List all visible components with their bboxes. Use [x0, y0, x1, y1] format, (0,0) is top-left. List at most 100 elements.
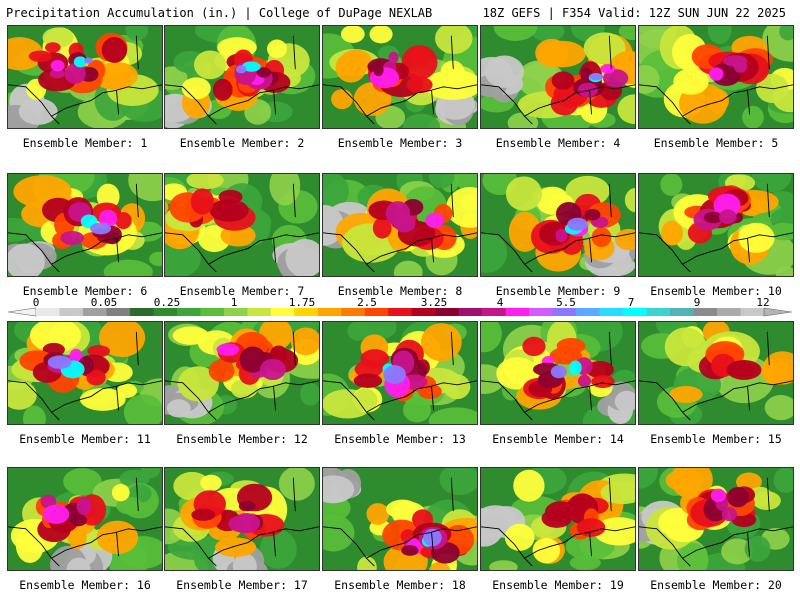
ensemble-member-label: Ensemble Member: 6 — [22, 284, 148, 298]
ensemble-member-panel — [164, 25, 320, 129]
colorbar-tick-label: 12 — [756, 296, 770, 309]
ensemble-member-label: Ensemble Member: 1 — [22, 136, 148, 150]
colorbar-segment — [106, 308, 131, 316]
ensemble-member-panel — [322, 321, 478, 425]
ensemble-member-label: Ensemble Member: 7 — [179, 284, 305, 298]
ensemble-member-label: Ensemble Member: 8 — [337, 284, 463, 298]
ensemble-member-panel — [322, 25, 478, 129]
ensemble-member-label: Ensemble Member: 3 — [337, 136, 463, 150]
ensemble-member-panel — [7, 467, 163, 571]
boundary-lines — [8, 477, 162, 567]
ensemble-member-panel — [322, 467, 478, 571]
boundary-lines — [165, 183, 319, 273]
boundary-lines — [481, 183, 635, 273]
boundary-lines — [323, 183, 477, 273]
precip-map — [165, 468, 319, 570]
colorbar-segment — [740, 308, 765, 316]
precip-map — [639, 468, 793, 570]
precip-map — [165, 26, 319, 128]
ensemble-member-label: Ensemble Member: 18 — [334, 578, 466, 592]
ensemble-member-panel — [7, 25, 163, 129]
ensemble-member-label: Ensemble Member: 20 — [650, 578, 782, 592]
ensemble-member-panel — [164, 467, 320, 571]
colorbar-segment — [247, 308, 272, 316]
colorbar-segment — [270, 308, 295, 316]
colorbar-segment — [82, 308, 107, 316]
boundary-lines — [8, 331, 162, 421]
colorbar-tick-label: 3.25 — [420, 296, 448, 309]
colorbar-segment — [364, 308, 389, 316]
colorbar-tick-label: 0 — [32, 296, 40, 309]
ensemble-member-panel — [638, 321, 794, 425]
ensemble-member-label: Ensemble Member: 13 — [334, 432, 466, 446]
colorbar-segment — [294, 308, 319, 316]
colorbar-segment — [458, 308, 483, 316]
ensemble-member-panel — [7, 321, 163, 425]
colorbar-tick-label: 4 — [496, 296, 504, 309]
ensemble-member-panel — [638, 467, 794, 571]
valid-time: 18Z GEFS | F354 Valid: 12Z SUN JUN 22 20… — [482, 6, 786, 20]
ensemble-member-label: Ensemble Member: 16 — [19, 578, 151, 592]
boundary-lines — [323, 35, 477, 125]
precip-map — [323, 468, 477, 570]
boundary-lines — [165, 331, 319, 421]
colorbar-segment — [223, 308, 248, 316]
colorbar-segment — [552, 308, 577, 316]
colorbar-tick-label: 0.25 — [153, 296, 181, 309]
boundary-lines — [323, 477, 477, 567]
ensemble-member-label: Ensemble Member: 17 — [176, 578, 308, 592]
boundary-lines — [481, 331, 635, 421]
colorbar-segment — [59, 308, 84, 316]
colorbar-tick-label: 1 — [230, 296, 238, 309]
boundary-lines — [323, 331, 477, 421]
colorbar-segment — [623, 308, 648, 316]
boundary-lines — [165, 35, 319, 125]
map-title: Precipitation Accumulation (in.) | Colle… — [6, 6, 433, 20]
colorbar-tick-label: 0.05 — [90, 296, 118, 309]
ensemble-member-label: Ensemble Member: 4 — [495, 136, 621, 150]
ensemble-member-label: Ensemble Member: 2 — [179, 136, 305, 150]
boundary-lines — [8, 183, 162, 273]
colorbar-segment — [129, 308, 154, 316]
ensemble-member-panel — [638, 173, 794, 277]
colorbar-segment — [341, 308, 366, 316]
colorbar-max-arrow — [763, 307, 792, 317]
ensemble-member-panel — [322, 173, 478, 277]
colorbar-segment — [670, 308, 695, 316]
boundary-lines — [639, 477, 793, 567]
colorbar-segment — [576, 308, 601, 316]
colorbar-segment — [36, 308, 60, 316]
ensemble-member-label: Ensemble Member: 15 — [650, 432, 782, 446]
ensemble-member-panel — [480, 467, 636, 571]
boundary-lines — [639, 35, 793, 125]
precip-map — [481, 174, 635, 276]
colorbar-min-arrow — [8, 307, 37, 317]
colorbar-segment — [176, 308, 201, 316]
precip-map — [323, 322, 477, 424]
ensemble-member-panel — [480, 321, 636, 425]
ensemble-member-label: Ensemble Member: 12 — [176, 432, 308, 446]
ensemble-member-panel — [7, 173, 163, 277]
colorbar-segment — [388, 308, 413, 316]
colorbar-tick-label: 5.5 — [556, 296, 576, 309]
precip-map — [165, 174, 319, 276]
ensemble-member-label: Ensemble Member: 9 — [495, 284, 621, 298]
precip-map — [639, 174, 793, 276]
colorbar-segment — [529, 308, 554, 316]
precip-map — [481, 322, 635, 424]
colorbar-segment — [482, 308, 507, 316]
boundary-lines — [639, 331, 793, 421]
precip-map — [639, 322, 793, 424]
colorbar-segment — [717, 308, 742, 316]
ensemble-member-panel — [480, 25, 636, 129]
precip-map — [8, 468, 162, 570]
ensemble-member-panel — [164, 173, 320, 277]
colorbar-segment — [153, 308, 178, 316]
precip-map — [323, 26, 477, 128]
ensemble-member-label: Ensemble Member: 19 — [492, 578, 624, 592]
precip-map — [8, 174, 162, 276]
ensemble-member-panel — [638, 25, 794, 129]
colorbar-tick-label: 7 — [627, 296, 635, 309]
ensemble-member-panel — [164, 321, 320, 425]
colorbar — [8, 307, 792, 317]
